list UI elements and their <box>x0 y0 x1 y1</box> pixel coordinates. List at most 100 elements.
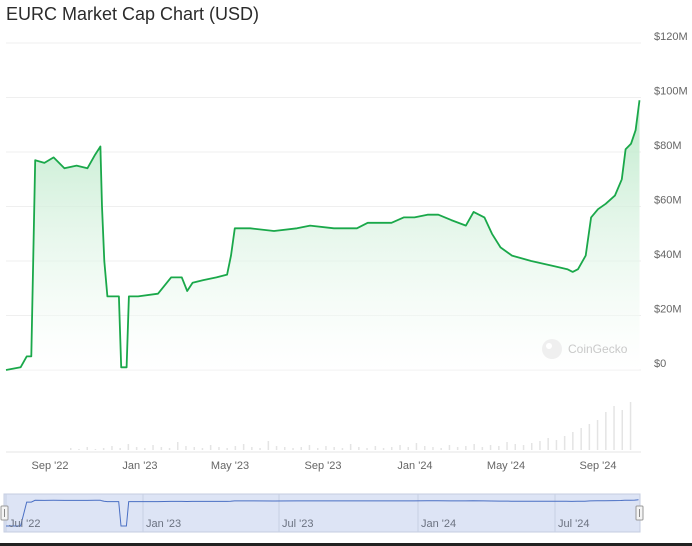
navigator-tick-label: Jan '23 <box>146 518 181 530</box>
volume-bar <box>629 402 632 450</box>
volume-bar <box>514 444 516 450</box>
volume-bar <box>358 447 360 450</box>
volume-bar <box>242 444 245 450</box>
volume-bar <box>218 447 220 450</box>
volume-bar <box>144 448 146 450</box>
volume-bar <box>341 448 344 450</box>
volume-bar <box>251 447 253 450</box>
volume-bars <box>70 402 632 450</box>
volume-bar <box>300 447 302 450</box>
navigator-tick-label: Jul '22 <box>9 518 40 530</box>
y-tick-label: $0 <box>654 358 666 370</box>
volume-bar <box>539 441 541 450</box>
volume-bar <box>226 448 228 450</box>
volume-bar <box>522 445 525 450</box>
volume-bar <box>193 447 195 450</box>
x-tick-label: May '23 <box>211 460 249 472</box>
market-cap-area <box>6 100 640 370</box>
volume-bar <box>292 448 294 450</box>
volume-bar <box>317 448 319 450</box>
volume-bar <box>531 443 533 450</box>
x-tick-label: May '24 <box>487 460 525 472</box>
navigator-tick-label: Jul '24 <box>558 518 589 530</box>
navigator-background[interactable] <box>3 493 641 533</box>
volume-bar <box>424 446 426 450</box>
volume-bar <box>613 406 615 450</box>
coingecko-logo-eye <box>546 343 552 349</box>
navigator[interactable]: Jul '22 Jan '23 Jul '23 Jan '24 Jul '24 <box>0 493 644 533</box>
chart-title: EURC Market Cap Chart (USD) <box>6 4 260 24</box>
volume-bar <box>596 420 599 450</box>
volume-bar <box>588 424 591 450</box>
navigator-tick-label: Jan '24 <box>421 518 456 530</box>
x-tick-label: Sep '22 <box>32 460 69 472</box>
volume-bar <box>349 444 352 450</box>
volume-bar <box>465 446 467 450</box>
volume-bar <box>563 436 566 450</box>
x-tick-label: Sep '24 <box>580 460 617 472</box>
y-axis-ticks: $0 $20M $40M $60M $80M $100M $120M <box>654 31 688 370</box>
volume-bar <box>78 449 80 450</box>
volume-bar <box>605 412 607 450</box>
volume-bar <box>284 447 286 450</box>
y-tick-label: $100M <box>654 86 688 98</box>
volume-bar <box>399 445 401 450</box>
volume-bar <box>481 447 484 450</box>
volume-bar <box>473 444 475 450</box>
volume-bar <box>102 448 105 450</box>
volume-bar <box>168 448 171 450</box>
y-tick-label: $80M <box>654 140 682 152</box>
volume-bar <box>185 446 187 450</box>
volume-bar <box>308 445 311 450</box>
volume-bar <box>572 432 574 450</box>
x-tick-label: Jan '23 <box>122 460 157 472</box>
volume-bar <box>234 446 237 450</box>
bottom-divider <box>0 543 692 546</box>
navigator-line <box>6 499 639 527</box>
volume-bar <box>127 444 130 450</box>
volume-bar <box>432 447 434 450</box>
volume-bar <box>275 446 278 450</box>
x-axis-ticks: Sep '22 Jan '23 May '23 Sep '23 Jan '24 May '… <box>32 460 617 472</box>
volume-bar <box>177 442 179 450</box>
volume-bar <box>135 447 138 450</box>
volume-bar <box>160 447 163 450</box>
volume-bar <box>86 447 88 450</box>
navigator-ticks: Jul '22 Jan '23 Jul '23 Jan '24 Jul '24 <box>9 518 589 530</box>
volume-bar <box>415 443 418 450</box>
watermark-text: CoinGecko <box>568 342 628 356</box>
volume-bar <box>489 445 492 450</box>
volume-bar <box>201 448 204 450</box>
volume-bar <box>374 446 377 450</box>
volume-bar <box>580 428 582 450</box>
coingecko-watermark: CoinGecko <box>542 339 628 359</box>
volume-bar <box>70 448 72 450</box>
volume-bar <box>267 441 270 450</box>
y-tick-label: $60M <box>654 195 682 207</box>
volume-bar <box>391 447 393 450</box>
y-tick-label: $40M <box>654 249 682 261</box>
volume-bar <box>621 410 623 450</box>
volume-bar <box>209 445 212 450</box>
volume-bar <box>555 440 558 450</box>
volume-bar <box>152 445 154 450</box>
volume-bar <box>498 446 500 450</box>
coingecko-logo-icon <box>542 339 562 359</box>
y-tick-label: $20M <box>654 304 682 316</box>
volume-bar <box>456 447 459 450</box>
y-tick-label: $120M <box>654 31 688 43</box>
x-tick-label: Jan '24 <box>397 460 432 472</box>
x-tick-label: Sep '23 <box>305 460 342 472</box>
volume-bar <box>325 446 327 450</box>
volume-bar <box>382 448 385 450</box>
volume-bar <box>259 448 261 450</box>
volume-bar <box>547 438 549 450</box>
volume-bar <box>94 449 97 450</box>
volume-bar <box>333 447 335 450</box>
volume-bar <box>119 448 121 450</box>
navigator-tick-label: Jul '23 <box>282 518 313 530</box>
volume-bar <box>440 448 442 450</box>
market-cap-line <box>5 100 641 371</box>
volume-bar <box>407 447 409 450</box>
volume-bar <box>448 445 451 450</box>
